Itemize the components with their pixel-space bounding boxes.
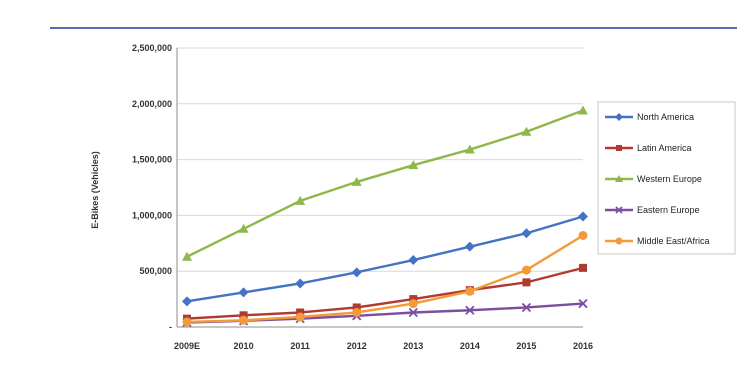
data-point — [578, 211, 588, 222]
x-tick-label: 2011 — [290, 341, 310, 351]
data-point — [579, 263, 587, 272]
header-rule — [50, 27, 737, 29]
legend-label: Western Europe — [637, 174, 702, 184]
series-north-america — [182, 211, 588, 307]
data-point — [238, 223, 249, 233]
legend-label: North America — [637, 112, 694, 122]
data-point — [465, 305, 475, 315]
data-point — [521, 302, 532, 313]
data-point — [352, 303, 361, 312]
y-axis-title: E-Bikes (Vehicles) — [90, 151, 100, 229]
series-line — [186, 215, 584, 303]
data-point — [408, 299, 418, 309]
data-point — [408, 160, 419, 170]
data-point — [182, 296, 192, 307]
series-western-europe — [182, 105, 588, 261]
y-tick-label: 1,500,000 — [132, 155, 172, 165]
x-tick-label: 2014 — [460, 341, 480, 351]
data-point — [615, 237, 623, 245]
x-tick-label: 2016 — [573, 341, 593, 351]
axes — [176, 48, 583, 328]
data-point — [351, 176, 362, 186]
data-point — [238, 287, 249, 298]
data-point — [352, 307, 362, 317]
series-lines — [182, 105, 588, 328]
legend-item: Western Europe — [605, 174, 702, 184]
data-point — [521, 265, 531, 275]
x-axis-tick-labels: 2009E 2010 2011 2012 2013 2014 2015 2016 — [174, 341, 593, 351]
grid-lines — [177, 47, 583, 272]
data-point — [615, 113, 623, 121]
x-tick-label: 2013 — [403, 341, 423, 351]
series-line — [186, 234, 584, 324]
data-point — [182, 317, 192, 327]
data-point — [521, 126, 532, 136]
data-point — [239, 315, 249, 325]
legend: North America Latin America Western Europe… — [597, 101, 736, 255]
data-point — [239, 311, 248, 320]
legend-label: Middle East/Africa — [637, 236, 710, 246]
data-point — [615, 206, 623, 214]
y-tick-label: 1,000,000 — [132, 210, 172, 220]
series-middle-east-africa — [182, 230, 588, 327]
data-point — [408, 255, 419, 266]
data-point — [578, 298, 588, 309]
legend-item: Eastern Europe — [605, 205, 700, 215]
series-line — [186, 109, 584, 258]
data-point — [182, 251, 192, 261]
data-point — [464, 144, 475, 154]
x-tick-label: 2012 — [347, 341, 367, 351]
y-axis-tick-labels: - 500,000 1,000,000 1,500,000 2,000,000 2,500… — [132, 43, 172, 332]
legend-item: North America — [605, 112, 694, 122]
x-tick-label: 2010 — [234, 341, 254, 351]
y-tick-label: 500,000 — [139, 266, 172, 276]
x-tick-label: 2015 — [516, 341, 536, 351]
data-point — [464, 241, 475, 252]
data-point — [408, 307, 418, 318]
data-point — [295, 312, 305, 322]
data-point — [295, 278, 306, 289]
legend-label: Eastern Europe — [637, 205, 700, 215]
y-tick-label: - — [169, 322, 172, 332]
data-point — [615, 175, 623, 182]
legend-item: Middle East/Africa — [605, 236, 710, 246]
data-point — [521, 228, 532, 239]
data-point — [578, 230, 588, 240]
legend-item: Latin America — [605, 143, 692, 153]
data-point — [616, 145, 622, 151]
series-line — [186, 266, 584, 320]
x-tick-label: 2009E — [174, 341, 200, 351]
y-tick-label: 2,500,000 — [132, 43, 172, 53]
data-point — [465, 286, 475, 296]
data-point — [295, 195, 306, 205]
data-point — [351, 267, 362, 278]
data-point — [522, 278, 531, 287]
y-tick-label: 2,000,000 — [132, 99, 172, 109]
legend-label: Latin America — [637, 143, 692, 153]
data-point — [578, 105, 588, 115]
